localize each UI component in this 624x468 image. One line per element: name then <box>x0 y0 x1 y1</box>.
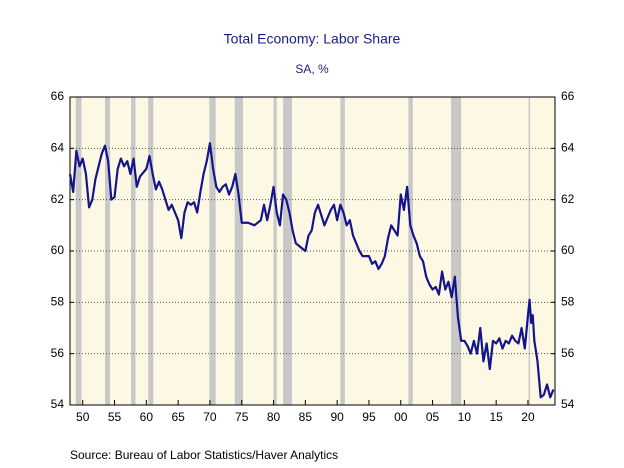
chart-title: Total Economy: Labor Share <box>224 31 401 47</box>
y2-tick-label: 66 <box>561 89 575 103</box>
x-tick-label: 00 <box>394 410 408 424</box>
recession-band <box>75 97 82 405</box>
recession-band <box>283 97 292 405</box>
x-tick-label: 05 <box>426 410 440 424</box>
y-tick-label: 62 <box>51 192 65 206</box>
recession-band <box>273 97 277 405</box>
y-tick-label: 64 <box>51 141 65 155</box>
y-tick-label: 66 <box>51 89 65 103</box>
y-tick-label: 60 <box>51 243 65 257</box>
y2-tick-label: 58 <box>561 295 575 309</box>
y2-tick-label: 64 <box>561 141 575 155</box>
y2-tick-label: 62 <box>561 192 575 206</box>
x-tick-label: 85 <box>299 410 313 424</box>
y2-tick-label: 60 <box>561 243 575 257</box>
recession-band <box>104 97 111 405</box>
recession-band <box>408 97 413 405</box>
x-tick-label: 60 <box>140 410 154 424</box>
x-tick-label: 20 <box>521 410 535 424</box>
x-tick-label: 50 <box>76 410 90 424</box>
x-tick-label: 10 <box>458 410 472 424</box>
x-tick-label: 15 <box>489 410 503 424</box>
recession-band <box>209 97 216 405</box>
recession-band <box>451 97 462 405</box>
plot-border <box>69 96 556 406</box>
y2-tick-label: 54 <box>561 397 575 411</box>
chart-subtitle: SA, % <box>295 62 329 76</box>
y2-tick-label: 56 <box>561 346 575 360</box>
source-note: Source: Bureau of Labor Statistics/Haver… <box>70 448 338 462</box>
x-tick-label: 90 <box>330 410 344 424</box>
recession-band <box>340 97 345 405</box>
data-line <box>68 142 555 399</box>
x-tick-label: 55 <box>108 410 122 424</box>
y-tick-label: 58 <box>51 295 65 309</box>
x-tick-label: 95 <box>362 410 376 424</box>
x-tick-label: 65 <box>171 410 185 424</box>
x-tick-label: 80 <box>267 410 281 424</box>
y-tick-label: 54 <box>51 397 65 411</box>
x-tick-label: 75 <box>235 410 249 424</box>
y-tick-label: 56 <box>51 346 65 360</box>
x-tick-label: 70 <box>203 410 217 424</box>
recession-band <box>148 97 154 405</box>
